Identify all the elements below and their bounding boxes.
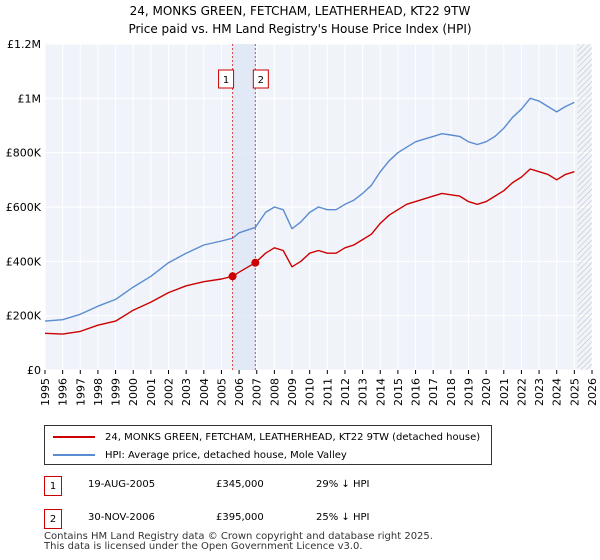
x-tick-label: 2023 bbox=[533, 378, 546, 406]
x-tick-label: 2000 bbox=[127, 378, 140, 406]
x-tick-label: 2003 bbox=[180, 378, 193, 406]
sales-table: 1 19-AUG-2005 £345,000 29% ↓ HPI 2 30-NO… bbox=[44, 476, 464, 542]
x-tick-label: 2008 bbox=[268, 378, 281, 406]
x-tick-label: 2005 bbox=[215, 378, 228, 406]
x-tick-label: 2002 bbox=[163, 378, 176, 406]
sale-number-label: 1 bbox=[223, 75, 229, 86]
sale-number-label: 2 bbox=[258, 75, 264, 86]
x-tick-label: 2007 bbox=[251, 378, 264, 406]
x-tick-label: 2017 bbox=[427, 378, 440, 406]
legend-swatch-hpi bbox=[53, 454, 95, 456]
sale-badge: 2 bbox=[44, 509, 62, 529]
x-tick-label: 2026 bbox=[586, 378, 599, 406]
y-tick-label: £1M bbox=[18, 92, 42, 105]
sale-point bbox=[228, 272, 237, 281]
legend-swatch-property bbox=[53, 436, 95, 438]
y-tick-label: £200K bbox=[6, 310, 42, 323]
x-tick-label: 1996 bbox=[57, 378, 70, 406]
legend-item-property: 24, MONKS GREEN, FETCHAM, LEATHERHEAD, K… bbox=[53, 428, 480, 446]
sale-price: £395,000 bbox=[216, 512, 264, 523]
x-tick-label: 1995 bbox=[39, 378, 52, 406]
x-tick-label: 2014 bbox=[374, 378, 387, 406]
x-tick-label: 2009 bbox=[286, 378, 299, 406]
legend-item-hpi: HPI: Average price, detached house, Mole… bbox=[53, 446, 347, 464]
x-tick-label: 2012 bbox=[339, 378, 352, 406]
sale-hpi-diff: 29% ↓ HPI bbox=[316, 479, 370, 490]
x-tick-label: 2018 bbox=[445, 378, 458, 406]
property-series-line bbox=[44, 168, 575, 335]
x-tick-label: 2010 bbox=[304, 378, 317, 406]
x-tick-label: 2011 bbox=[321, 378, 334, 406]
x-tick-label: 2025 bbox=[568, 378, 581, 406]
x-tick-label: 2021 bbox=[498, 378, 511, 406]
sale-price: £345,000 bbox=[216, 479, 264, 490]
x-tick-label: 2001 bbox=[145, 378, 158, 406]
footer-copyright: Contains HM Land Registry data © Crown c… bbox=[44, 531, 433, 542]
x-tick-label: 2016 bbox=[410, 378, 423, 406]
chart-title: 24, MONKS GREEN, FETCHAM, LEATHERHEAD, K… bbox=[129, 4, 471, 18]
sale-row: 1 19-AUG-2005 £345,000 29% ↓ HPI bbox=[44, 476, 464, 496]
x-tick-label: 1999 bbox=[110, 378, 123, 406]
sale-date: 19-AUG-2005 bbox=[88, 479, 156, 490]
y-tick-label: £600K bbox=[6, 201, 42, 214]
x-tick-label: 2013 bbox=[357, 378, 370, 406]
legend-label-hpi: HPI: Average price, detached house, Mole… bbox=[105, 449, 347, 461]
y-tick-label: £800K bbox=[6, 147, 42, 160]
x-tick-label: 1997 bbox=[74, 378, 87, 406]
sale-point bbox=[251, 258, 260, 267]
sale-hpi-diff: 25% ↓ HPI bbox=[316, 512, 370, 523]
footer: Contains HM Land Registry data © Crown c… bbox=[44, 532, 433, 552]
x-tick-label: 2024 bbox=[551, 378, 564, 406]
sale-date: 30-NOV-2006 bbox=[88, 512, 155, 523]
y-tick-label: £1.2M bbox=[7, 38, 41, 51]
footer-licence: This data is licensed under the Open Gov… bbox=[44, 541, 363, 552]
hpi-series-line bbox=[44, 97, 575, 322]
x-tick-label: 2022 bbox=[515, 378, 528, 406]
x-tick-label: 2006 bbox=[233, 378, 246, 406]
x-tick-label: 2004 bbox=[198, 378, 211, 406]
sale-row: 2 30-NOV-2006 £395,000 25% ↓ HPI bbox=[44, 509, 464, 529]
x-tick-label: 2020 bbox=[480, 378, 493, 406]
sale-period-band bbox=[232, 44, 256, 370]
chart-subtitle: Price paid vs. HM Land Registry's House … bbox=[128, 22, 472, 36]
sale-badge: 1 bbox=[44, 476, 62, 496]
x-tick-label: 1998 bbox=[92, 378, 105, 406]
forecast-hatch-region bbox=[577, 44, 592, 370]
legend: 24, MONKS GREEN, FETCHAM, LEATHERHEAD, K… bbox=[44, 425, 492, 465]
sale-number-box bbox=[218, 69, 235, 89]
legend-label-property: 24, MONKS GREEN, FETCHAM, LEATHERHEAD, K… bbox=[105, 431, 481, 443]
sale-number-box bbox=[252, 69, 269, 89]
x-tick-label: 2019 bbox=[462, 378, 475, 406]
price-chart: 1 2 £0 £200K £400K £600K £800K £1M £1.2M 1995 199… bbox=[6, 38, 599, 406]
x-tick-label: 2015 bbox=[392, 378, 405, 406]
y-tick-label: £400K bbox=[6, 255, 42, 268]
y-tick-label: £0 bbox=[27, 364, 41, 377]
